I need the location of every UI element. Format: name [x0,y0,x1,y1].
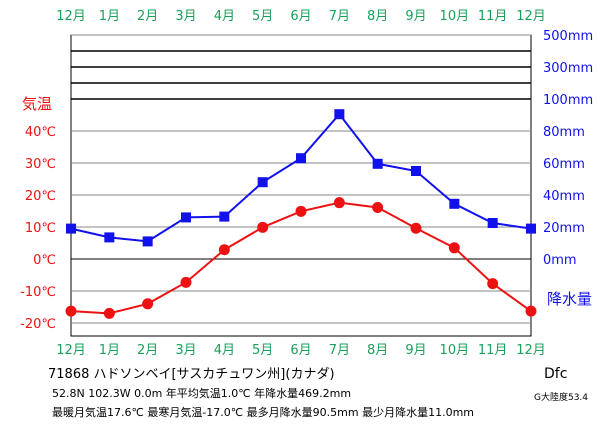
precipitation-series [66,109,536,247]
temperature-axis: 気温 40℃ 30℃ 20℃ 10℃ 0℃ -10℃ -20℃ [20,95,56,332]
month-label-bottom: 12月 [516,343,546,358]
temperature-tick-label: -10℃ [20,285,56,300]
station-extremes: 最暖月気温17.6℃ 最寒月気温-17.0℃ 最多月降水量90.5mm 最少月降… [52,406,474,419]
month-label-top: 4月 [214,9,235,24]
month-label-bottom: 1月 [99,343,120,358]
month-label-bottom: 3月 [175,343,196,358]
temperature-tick-label: 10℃ [25,221,56,236]
temperature-point [65,305,77,317]
temperature-point [372,201,384,213]
temperature-point [257,221,269,233]
temperature-tick-label: -20℃ [20,317,56,332]
precipitation-axis-title: 降水量 [547,290,592,308]
precipitation-point [257,177,268,188]
month-labels: 12月 12月 1月 1月 2月 2月 3月 3月 4月 4月 5月 5月 6月 6月 7月 7月 8月 8月 9月… [56,9,546,358]
continentality-index: G大陸度53.4 [534,393,589,403]
temperature-point [103,307,115,319]
precipitation-point [66,223,76,234]
month-label-bottom: 4月 [214,343,235,358]
month-label-top: 12月 [516,9,546,24]
temperature-axis-title: 気温 [22,95,52,113]
precipitation-tick-label: 0mm [543,253,577,268]
station-name: 71868 ハドソンベイ[サスカチュワン州](カナダ) [48,367,335,382]
month-label-top: 10月 [440,9,470,24]
month-label-bottom: 9月 [405,343,426,358]
temperature-point [525,305,537,317]
precipitation-point [181,212,191,223]
month-label-bottom: 7月 [329,343,350,358]
precipitation-point [142,236,153,247]
precipitation-point [411,166,421,176]
precipitation-point [219,211,230,222]
temperature-point [410,222,422,234]
temperature-point [295,205,307,217]
precipitation-tick-label: 60mm [543,157,585,172]
month-label-top: 1月 [99,9,120,24]
precipitation-tick-label: 300mm [543,61,593,76]
month-label-top: 9月 [405,9,426,24]
precipitation-line [70,112,532,243]
temperature-tick-label: 20℃ [25,189,56,204]
temperature-point [333,197,345,209]
precipitation-tick-label: 20mm [543,221,585,236]
precipitation-point [372,158,383,169]
precipitation-tick-label: 100mm [543,93,593,108]
precipitation-tick-label: 40mm [543,189,585,204]
month-label-bottom: 10月 [440,343,470,358]
temperature-point [448,242,460,254]
month-label-bottom: 11月 [478,343,508,358]
precipitation-tick-label: 80mm [543,125,585,140]
precipitation-point [104,232,115,243]
precipitation-point [296,153,306,164]
temperature-point [180,276,192,288]
station-summary: 52.8N 102.3W 0.0m 年平均気温1.0℃ 年降水量469.2mm [52,387,352,400]
temperature-point [142,298,154,310]
precipitation-tick-label: 500mm [543,29,593,44]
month-label-top: 5月 [252,9,273,24]
month-label-top: 2月 [137,9,158,24]
month-label-bottom: 12月 [56,343,86,358]
month-label-top: 8月 [367,9,388,24]
temperature-point [487,278,499,290]
temperature-point [218,244,230,256]
precipitation-point [449,198,460,209]
precipitation-axis: 0mm 20mm 40mm 60mm 80mm 100mm 300mm 500mm 降水量 [543,29,593,308]
precipitation-point [334,109,345,120]
temperature-tick-label: 30℃ [25,157,56,172]
temperature-tick-label: 0℃ [33,253,56,268]
month-label-top: 7月 [329,9,350,24]
month-label-top: 12月 [56,9,86,24]
chart-grid [70,34,532,337]
precipitation-point [526,223,536,234]
temperature-series [65,197,537,319]
temperature-tick-label: 40℃ [25,125,56,140]
koppen-class: Dfc [544,366,568,382]
month-label-top: 6月 [290,9,311,24]
temperature-line [70,201,532,315]
month-label-bottom: 8月 [367,343,388,358]
month-label-bottom: 2月 [137,343,158,358]
precipitation-point [487,218,498,228]
month-label-top: 11月 [478,9,508,24]
month-label-bottom: 5月 [252,343,273,358]
month-label-bottom: 6月 [290,343,311,358]
month-label-top: 3月 [175,9,196,24]
